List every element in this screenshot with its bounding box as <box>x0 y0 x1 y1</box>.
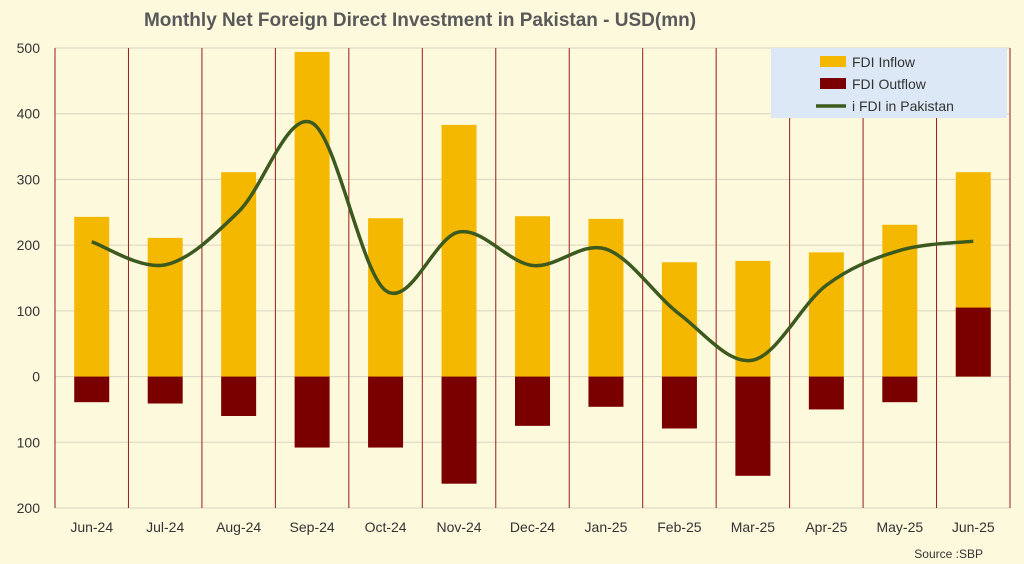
outflow-bar-jan-25 <box>588 376 624 407</box>
legend-swatch-outflow <box>820 78 846 89</box>
outflow-bar-may-25 <box>882 376 918 403</box>
x-tick-label: May-25 <box>876 519 923 535</box>
inflow-bar-jan-25 <box>588 218 624 377</box>
outflow-bar-dec-24 <box>515 376 550 426</box>
y-tick-label: 0 <box>32 369 40 385</box>
x-tick-label: Jul-24 <box>146 519 184 535</box>
x-tick-label: Feb-25 <box>657 519 702 535</box>
y-tick-label: 400 <box>17 106 41 122</box>
x-tick-label: Nov-24 <box>436 519 481 535</box>
legend-label-inflow: FDI Inflow <box>852 54 916 70</box>
x-tick-label: Oct-24 <box>365 519 407 535</box>
outflow-bar-jun-24 <box>74 376 110 403</box>
x-tick-label: Jun-25 <box>952 519 995 535</box>
chart-title: Monthly Net Foreign Direct Investment in… <box>144 10 696 31</box>
inflow-bar-sep-24 <box>294 51 330 377</box>
outflow-bar-sep-24 <box>294 376 330 448</box>
outflow-bar-apr-25 <box>808 376 844 410</box>
outflow-bar-nov-24 <box>441 376 477 484</box>
outflow-bar-mar-25 <box>735 376 771 476</box>
inflow-bar-jun-24 <box>74 216 110 377</box>
outflow-bar-feb-25 <box>661 376 697 429</box>
inflow-bar-aug-24 <box>221 172 257 377</box>
legend-label-line: i FDI in Pakistan <box>852 98 954 114</box>
outflow-bar-oct-24 <box>368 376 404 448</box>
outflow-bar-jul-24 <box>147 376 183 404</box>
inflow-bar-apr-25 <box>808 252 844 377</box>
y-tick-label: 200 <box>17 500 41 516</box>
inflow-bar-mar-25 <box>735 260 771 377</box>
y-tick-label: 300 <box>17 171 41 187</box>
inflow-bar-jul-24 <box>147 237 183 377</box>
inflow-bar-oct-24 <box>368 218 404 377</box>
y-tick-label: 200 <box>17 237 41 253</box>
net-fdi-line-path <box>91 119 974 363</box>
x-axis: Jun-24 Jul-24 Aug-24 Sep-24 Oct-24 Nov-24 Dec-… <box>70 519 995 535</box>
x-tick-label: Aug-24 <box>216 519 261 535</box>
inflow-bar-feb-25 <box>661 262 697 377</box>
legend-label-outflow: FDI Outflow <box>852 76 927 92</box>
y-tick-label: 100 <box>17 303 41 319</box>
y-tick-label: 100 <box>17 434 41 450</box>
net-fdi-line <box>91 119 974 363</box>
source-note: Source :SBP <box>914 547 983 561</box>
y-axis: 500 400 300 200 100 0 100 200 <box>17 40 41 516</box>
inflow-bar-nov-24 <box>441 124 477 377</box>
x-tick-label: Sep-24 <box>290 519 335 535</box>
legend-box <box>771 48 1007 118</box>
x-tick-label: Dec-24 <box>510 519 555 535</box>
outflow-bar-aug-24 <box>221 376 257 416</box>
legend: FDI Inflow FDI Outflow i FDI in Pakistan <box>771 48 1007 118</box>
x-tick-label: Apr-25 <box>805 519 847 535</box>
y-tick-label: 500 <box>17 40 41 56</box>
bars <box>74 51 991 484</box>
inflow-bar-dec-24 <box>515 216 550 377</box>
legend-swatch-inflow <box>820 56 846 67</box>
x-tick-label: Jan-25 <box>585 519 628 535</box>
x-tick-label: Jun-24 <box>70 519 113 535</box>
outflow-bar-jun-25 <box>955 307 991 377</box>
x-tick-label: Mar-25 <box>731 519 776 535</box>
